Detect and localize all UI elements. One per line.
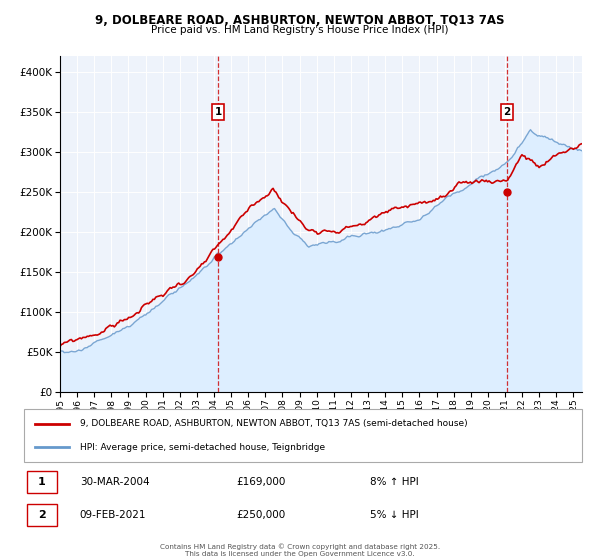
Text: Price paid vs. HM Land Registry's House Price Index (HPI): Price paid vs. HM Land Registry's House … [151,25,449,35]
Text: 9, DOLBEARE ROAD, ASHBURTON, NEWTON ABBOT, TQ13 7AS (semi-detached house): 9, DOLBEARE ROAD, ASHBURTON, NEWTON ABBO… [80,419,467,428]
Text: 1: 1 [38,477,46,487]
Text: 1: 1 [214,107,221,117]
Text: 09-FEB-2021: 09-FEB-2021 [80,510,146,520]
Text: Contains HM Land Registry data © Crown copyright and database right 2025.
This d: Contains HM Land Registry data © Crown c… [160,544,440,557]
FancyBboxPatch shape [27,505,58,526]
Text: HPI: Average price, semi-detached house, Teignbridge: HPI: Average price, semi-detached house,… [80,442,325,451]
FancyBboxPatch shape [27,471,58,493]
Text: 8% ↑ HPI: 8% ↑ HPI [370,477,419,487]
Text: 2: 2 [503,107,511,117]
FancyBboxPatch shape [24,409,582,462]
Text: 9, DOLBEARE ROAD, ASHBURTON, NEWTON ABBOT, TQ13 7AS: 9, DOLBEARE ROAD, ASHBURTON, NEWTON ABBO… [95,14,505,27]
Text: 5% ↓ HPI: 5% ↓ HPI [370,510,419,520]
Text: £169,000: £169,000 [236,477,286,487]
Text: £250,000: £250,000 [236,510,285,520]
Text: 30-MAR-2004: 30-MAR-2004 [80,477,149,487]
Text: 2: 2 [38,510,46,520]
